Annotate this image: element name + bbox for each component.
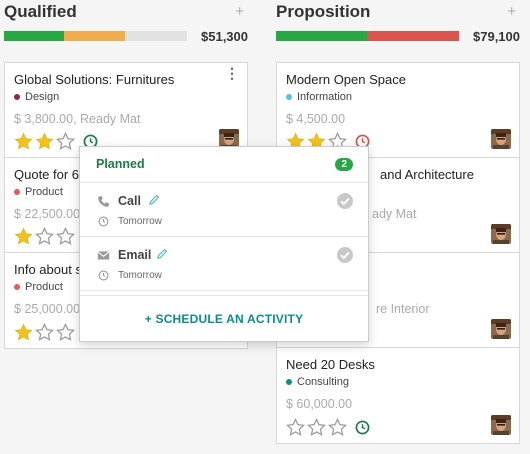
star-filled-icon[interactable] (35, 132, 54, 151)
clock-icon (98, 216, 109, 227)
card-amount: ady Mat (372, 207, 417, 221)
column-progress: $51,300 (4, 29, 248, 44)
progress-bar[interactable] (276, 31, 459, 41)
star-empty-icon[interactable] (35, 323, 54, 342)
activity-name: Email (118, 248, 152, 262)
card-title: Quote for 6 (14, 167, 80, 182)
activity-due: Tomorrow (118, 270, 162, 281)
star-empty-icon[interactable] (56, 323, 75, 342)
check-circle-icon[interactable] (336, 192, 354, 210)
kanban-card[interactable]: Modern Open Space Information $ 4,500.00 (277, 63, 519, 158)
card-amount: re Interior (376, 302, 430, 316)
star-empty-icon[interactable] (56, 227, 75, 246)
star-empty-icon[interactable] (328, 418, 347, 437)
card-title: Need 20 Desks (286, 357, 375, 372)
plus-icon: + (144, 312, 152, 326)
progress-segment-danger[interactable] (367, 31, 459, 41)
card-title: and Architecture (380, 167, 474, 182)
activity-due: Tomorrow (118, 216, 162, 227)
progress-segment-won[interactable] (276, 31, 367, 41)
card-tag: Consulting (286, 376, 510, 388)
card-amount: $ 25,000.00 (14, 302, 81, 316)
tag-dot (286, 94, 292, 100)
activity-clock-icon[interactable] (355, 420, 370, 435)
tag-dot (286, 379, 292, 385)
activity-item-call[interactable]: Call Tomorrow (80, 183, 368, 237)
popover-title: Planned (96, 157, 145, 171)
progress-bar[interactable] (4, 31, 187, 41)
star-empty-icon[interactable] (307, 418, 326, 437)
card-amount: $ 60,000.00 (286, 397, 353, 411)
popover-footer: + SCHEDULE AN ACTIVITY (80, 295, 368, 341)
kanban-card[interactable]: Need 20 Desks Consulting $ 60,000.00 (277, 348, 519, 443)
avatar[interactable] (491, 319, 511, 339)
card-title: Info about s (14, 262, 82, 277)
star-filled-icon[interactable] (14, 227, 33, 246)
card-title: Modern Open Space (286, 72, 406, 87)
column-total: $51,300 (201, 29, 248, 44)
popover-header: Planned 2 (80, 147, 368, 183)
schedule-activity-button[interactable]: + SCHEDULE AN ACTIVITY (144, 312, 304, 326)
pencil-icon[interactable] (149, 194, 160, 205)
activity-item-email[interactable]: Email Tomorrow (80, 237, 368, 291)
star-empty-icon[interactable] (35, 227, 54, 246)
activity-name: Call (118, 194, 141, 208)
column-header: Qualified + (4, 0, 248, 28)
progress-segment-won[interactable] (4, 31, 64, 41)
tag-dot (14, 189, 20, 195)
phone-icon (98, 196, 109, 207)
star-filled-icon[interactable] (14, 132, 33, 151)
envelope-icon (97, 251, 110, 260)
tag-dot (14, 284, 20, 290)
avatar[interactable] (491, 415, 511, 435)
column-progress: $79,100 (276, 29, 520, 44)
add-icon[interactable]: + (507, 3, 516, 20)
kebab-menu-icon[interactable]: ⋮ (225, 65, 239, 81)
activity-popover: Planned 2 Call Tomorrow Email Tomorrow +… (79, 146, 369, 342)
avatar[interactable] (491, 129, 511, 149)
column-header: Proposition + (276, 0, 520, 28)
star-empty-icon[interactable] (286, 418, 305, 437)
star-filled-icon[interactable] (14, 323, 33, 342)
card-tag: Information (286, 91, 510, 103)
column-title: Qualified (4, 2, 77, 21)
add-icon[interactable]: + (235, 3, 244, 20)
star-empty-icon[interactable] (56, 132, 75, 151)
card-tag: Product (14, 281, 238, 293)
column-title: Proposition (276, 2, 371, 21)
clock-icon (98, 270, 109, 281)
column-proposition: Proposition + $79,100 Modern Open Space … (276, 0, 520, 444)
card-amount: $ 22,500.00 (14, 207, 81, 221)
planned-count-badge: 2 (335, 158, 353, 171)
card-amount: $ 4,500.00 (286, 112, 346, 126)
card-footer (286, 418, 370, 437)
card-footer (14, 323, 77, 342)
card-tag: Design (14, 91, 238, 103)
card-list: Global Solutions: Furnitures ⋮ Design $ … (4, 62, 248, 349)
card-amount: $ 3,800.00, Ready Mat (14, 112, 141, 126)
check-circle-icon[interactable] (336, 246, 354, 264)
card-title: Global Solutions: Furnitures (14, 72, 175, 87)
card-tag: Product (14, 186, 238, 198)
card-footer (14, 227, 77, 246)
avatar[interactable] (491, 224, 511, 244)
progress-segment-warning[interactable] (64, 31, 125, 41)
column-total: $79,100 (473, 29, 520, 44)
tag-dot (14, 94, 20, 100)
kanban-card[interactable]: Global Solutions: Furnitures ⋮ Design $ … (5, 63, 247, 158)
pencil-icon[interactable] (157, 248, 168, 259)
column-qualified: Qualified + $51,300 Global Solutions: Fu… (4, 0, 248, 349)
